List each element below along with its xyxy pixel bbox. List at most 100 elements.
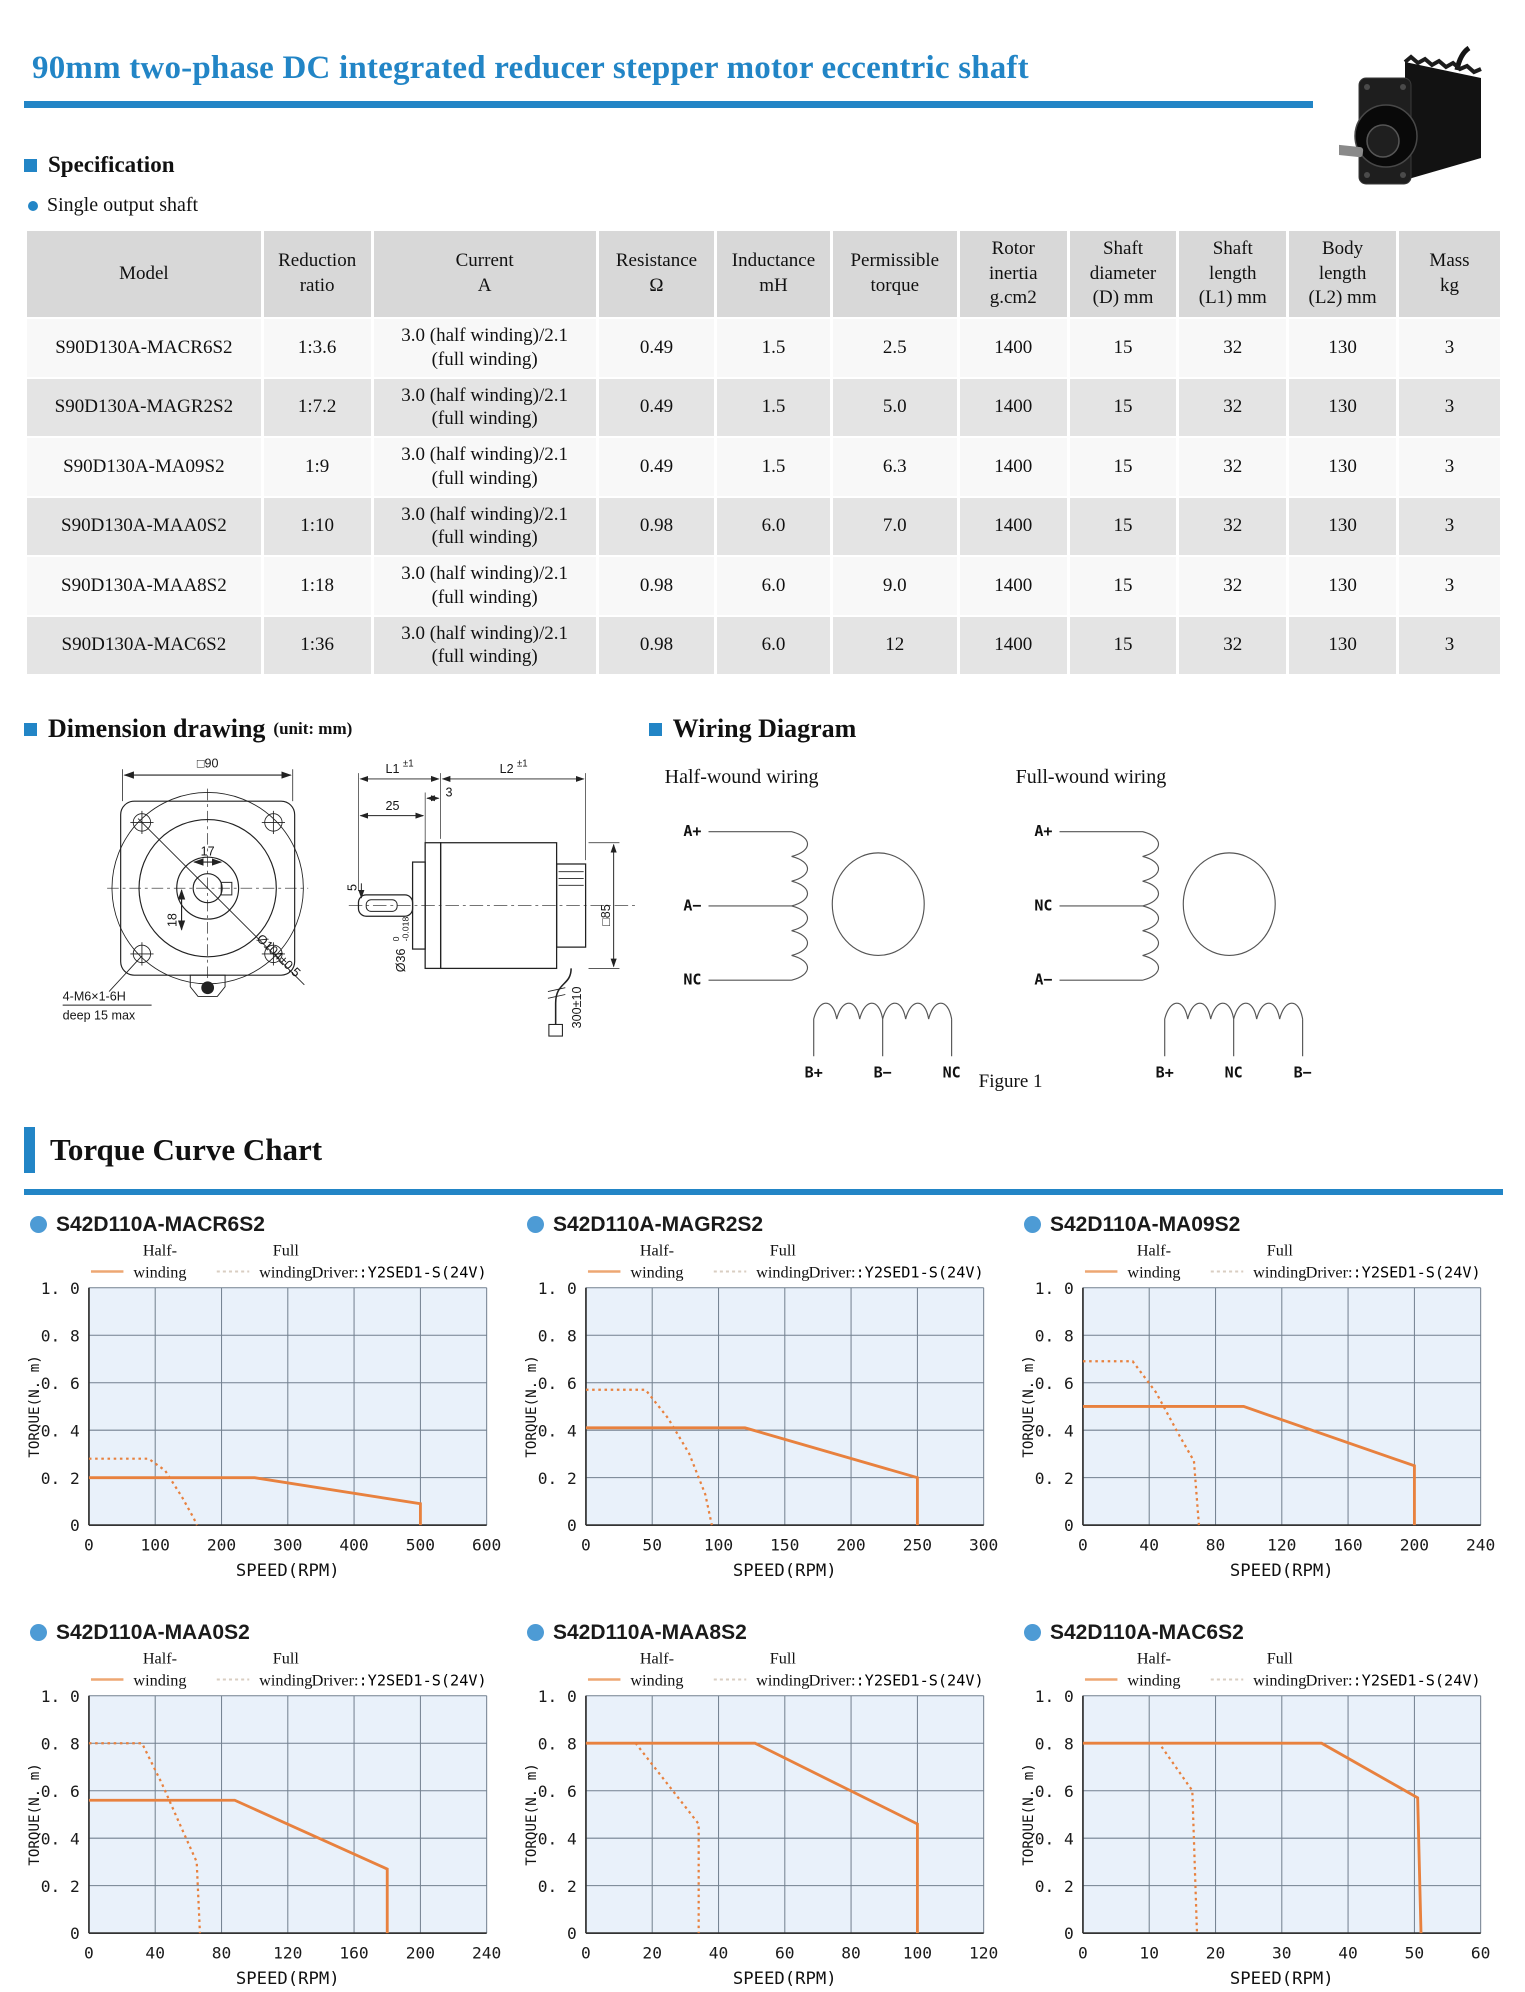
svg-text:0. 4: 0. 4 bbox=[538, 1829, 577, 1848]
col-reduction-ratio: Reduction ratio bbox=[264, 231, 371, 317]
table-cell: 32 bbox=[1179, 617, 1286, 675]
front-view bbox=[63, 769, 309, 1005]
table-cell: 15 bbox=[1070, 498, 1177, 556]
chart-bullet-icon bbox=[30, 1624, 47, 1641]
svg-text:80: 80 bbox=[841, 1943, 861, 1962]
dimension-heading-label: Dimension drawing bbox=[48, 714, 265, 744]
motor-photo-graphic bbox=[1339, 46, 1499, 196]
table-cell: 1400 bbox=[960, 438, 1067, 496]
svg-text:160: 160 bbox=[1333, 1535, 1362, 1554]
svg-text:winding: winding bbox=[133, 1263, 186, 1281]
dim-5: 5 bbox=[346, 884, 360, 891]
svg-text:120: 120 bbox=[273, 1943, 302, 1962]
col-model: Model bbox=[27, 231, 261, 317]
table-cell: 3.0 (half winding)/2.1 (full winding) bbox=[374, 438, 596, 496]
table-cell: 15 bbox=[1070, 379, 1177, 437]
svg-text:0. 2: 0. 2 bbox=[41, 1468, 80, 1487]
svg-text:40: 40 bbox=[1139, 1535, 1159, 1554]
svg-text:0. 2: 0. 2 bbox=[1035, 1468, 1074, 1487]
svg-text:300: 300 bbox=[969, 1535, 998, 1554]
chart-bullet-icon bbox=[1024, 1624, 1041, 1641]
dim-square85: □85 bbox=[599, 904, 613, 926]
svg-text:40: 40 bbox=[145, 1943, 165, 1962]
table-cell: 1:10 bbox=[264, 498, 371, 556]
product-photo bbox=[1339, 46, 1499, 196]
driver-label: Driver::Y2SED1-S(24V) bbox=[809, 1263, 984, 1281]
terminal-label: B+ bbox=[1155, 1063, 1173, 1081]
svg-text:Full: Full bbox=[1267, 1649, 1294, 1667]
torque-section-banner: Torque Curve Chart bbox=[24, 1127, 1503, 1173]
svg-text:240: 240 bbox=[1466, 1535, 1495, 1554]
svg-text:0. 4: 0. 4 bbox=[1035, 1421, 1074, 1440]
svg-text:Full: Full bbox=[273, 1241, 300, 1259]
chart-title: S42D110A-MACR6S2 bbox=[30, 1213, 509, 1237]
table-cell: 1:18 bbox=[264, 557, 371, 615]
driver-label: Driver::Y2SED1-S(24V) bbox=[809, 1671, 984, 1689]
wiring-heading: Wiring Diagram bbox=[649, 714, 1503, 744]
terminal-label: A− bbox=[683, 896, 701, 914]
dim-square90: □90 bbox=[197, 756, 219, 770]
torque-section-heading: Torque Curve Chart bbox=[50, 1132, 322, 1168]
table-cell: 0.98 bbox=[599, 557, 714, 615]
svg-text:0. 6: 0. 6 bbox=[538, 1373, 577, 1392]
svg-text:50: 50 bbox=[642, 1535, 662, 1554]
col-current: Current A bbox=[374, 231, 596, 317]
table-cell: 1:9 bbox=[264, 438, 371, 496]
dim-bolt-spec: 4-M6×1-6H bbox=[63, 989, 126, 1003]
square-bullet-icon bbox=[24, 159, 37, 172]
svg-text:200: 200 bbox=[406, 1943, 435, 1962]
table-cell: 1:3.6 bbox=[264, 319, 371, 377]
svg-text:0. 2: 0. 2 bbox=[41, 1876, 80, 1895]
svg-text:0. 2: 0. 2 bbox=[1035, 1876, 1074, 1895]
single-output-shaft-subheading: Single output shaft bbox=[28, 194, 1503, 217]
table-cell: 5.0 bbox=[833, 379, 957, 437]
page-title: 90mm two-phase DC integrated reducer ste… bbox=[32, 50, 1503, 87]
col-mass: Mass kg bbox=[1399, 231, 1500, 317]
specification-heading: Specification bbox=[24, 152, 1503, 178]
table-cell: S90D130A-MACR6S2 bbox=[27, 319, 261, 377]
col-shaft-length: Shaft length (L1) mm bbox=[1179, 231, 1286, 317]
svg-text:0: 0 bbox=[567, 1924, 577, 1943]
svg-text:0: 0 bbox=[1078, 1943, 1088, 1962]
table-cell: S90D130A-MAGR2S2 bbox=[27, 379, 261, 437]
svg-text:winding: winding bbox=[133, 1671, 186, 1689]
x-axis-label: SPEED(RPM) bbox=[236, 1560, 340, 1579]
table-cell: 12 bbox=[833, 617, 957, 675]
table-cell: 1400 bbox=[960, 319, 1067, 377]
svg-text:100: 100 bbox=[704, 1535, 733, 1554]
svg-text:160: 160 bbox=[339, 1943, 368, 1962]
chart-title-label: S42D110A-MAA0S2 bbox=[56, 1621, 250, 1645]
terminal-label: A+ bbox=[683, 822, 701, 840]
half-wound-diagram: A+ A− NC B+ B− NC bbox=[659, 791, 964, 1085]
table-cell: 130 bbox=[1289, 498, 1396, 556]
dim-36-tol-hi: 0 bbox=[391, 936, 401, 941]
table-cell: 1400 bbox=[960, 498, 1067, 556]
square-bullet-icon bbox=[24, 723, 37, 736]
svg-text:0: 0 bbox=[70, 1924, 80, 1943]
terminal-label: NC bbox=[683, 971, 701, 989]
x-axis-label: SPEED(RPM) bbox=[733, 1560, 837, 1579]
table-cell: 130 bbox=[1289, 319, 1396, 377]
table-cell: 1:7.2 bbox=[264, 379, 371, 437]
table-cell: S90D130A-MAA8S2 bbox=[27, 557, 261, 615]
svg-text:150: 150 bbox=[770, 1535, 799, 1554]
svg-text:40: 40 bbox=[1338, 1943, 1358, 1962]
dim-3: 3 bbox=[445, 785, 452, 799]
x-axis-label: SPEED(RPM) bbox=[236, 1968, 340, 1987]
table-cell: 3.0 (half winding)/2.1 (full winding) bbox=[374, 319, 596, 377]
table-cell: 15 bbox=[1070, 617, 1177, 675]
svg-text:0: 0 bbox=[1064, 1516, 1074, 1535]
svg-text:Half-: Half- bbox=[143, 1649, 177, 1667]
table-cell: 130 bbox=[1289, 438, 1396, 496]
terminal-label: NC bbox=[1224, 1063, 1242, 1081]
col-rotor-inertia: Rotor inertia g.cm2 bbox=[960, 231, 1067, 317]
